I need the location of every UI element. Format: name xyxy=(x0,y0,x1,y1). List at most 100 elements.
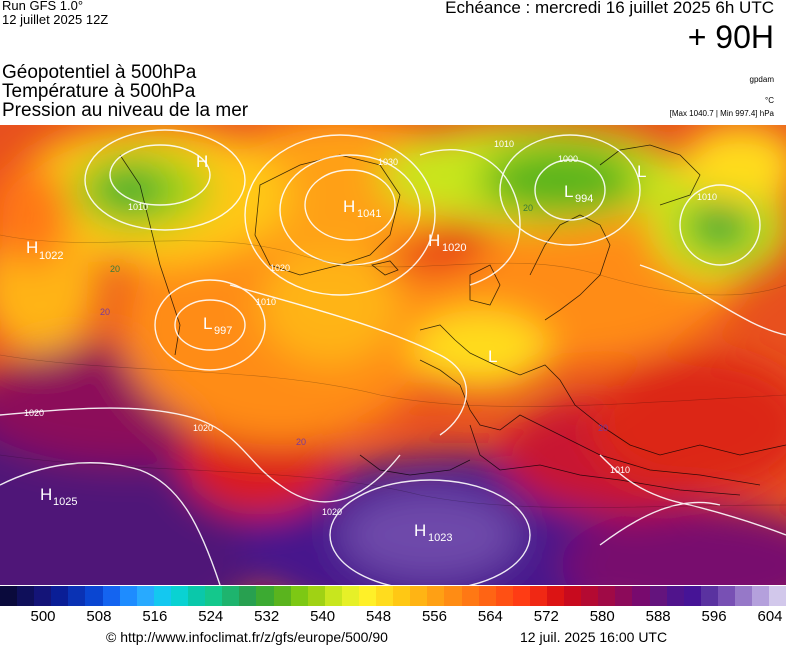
legend-line-pressure: Pression au niveau de la mer xyxy=(2,100,249,121)
colorbar-swatch xyxy=(358,586,377,606)
colorbar-swatch xyxy=(239,586,257,606)
colorbar-swatch xyxy=(273,586,291,606)
colorbar-swatch xyxy=(341,586,359,606)
pressure-center-symbol: L xyxy=(488,347,497,366)
colorbar-swatch xyxy=(769,586,786,606)
forecast-valid-time: Echéance : mercredi 16 juillet 2025 6h U… xyxy=(445,0,774,17)
colorbar-swatch xyxy=(290,586,308,606)
colorbar-tick-label: 524 xyxy=(198,608,224,625)
pressure-center-value: 1041 xyxy=(357,208,381,220)
colorbar-swatch xyxy=(564,586,582,606)
field-legend: Géopotentiel à 500hPa Température à 500h… xyxy=(2,63,248,120)
unit-geopotential: gpdam xyxy=(749,75,774,84)
colorbar-swatch xyxy=(51,586,69,606)
isobar-label: 1000 xyxy=(558,154,578,164)
colorbar-tick-label: 596 xyxy=(701,608,727,625)
colorbar-swatch xyxy=(649,586,667,606)
unit-temperature: °C xyxy=(765,96,774,105)
colorbar-swatch xyxy=(85,586,103,606)
generation-time: 12 juil. 2025 16:00 UTC xyxy=(520,629,668,645)
temperature-label: 20 xyxy=(523,203,533,213)
pressure-center-symbol: L xyxy=(637,162,646,181)
colorbar-tick-label: 532 xyxy=(254,608,280,625)
colorbar-swatch xyxy=(666,586,684,606)
colorbar-tick-label: 564 xyxy=(477,608,503,625)
colorbar-tick-label: 516 xyxy=(142,608,168,625)
colorbar-tick-label: 580 xyxy=(589,608,615,625)
colorbar-swatch xyxy=(376,586,394,606)
colorbar-swatch xyxy=(735,586,753,606)
source-url: © http://www.infoclimat.fr/z/gfs/europe/… xyxy=(106,629,388,645)
pressure-center-symbol: H xyxy=(196,152,208,171)
legend-line-temperature: Température à 500hPa xyxy=(2,81,196,102)
isobar-label: 1020 xyxy=(24,408,44,418)
isobars xyxy=(0,129,786,585)
geopotential-contours xyxy=(0,234,786,508)
temperature-label: 20 xyxy=(598,423,608,433)
pressure-center-symbol: H xyxy=(428,231,440,250)
colorbar-swatch xyxy=(222,586,240,606)
pressure-center-symbol: L xyxy=(203,314,212,333)
isobar-labels: 1020 1020 1020 1020 1030 1010 1000 1010 … xyxy=(24,139,717,517)
pressure-center-symbol: H xyxy=(343,197,355,216)
colorbar-swatch xyxy=(256,586,274,606)
colorbar-swatch xyxy=(752,586,770,606)
colorbar-tick-label: 556 xyxy=(421,608,447,625)
colorbar-swatch xyxy=(427,586,445,606)
colorbar-swatch xyxy=(119,586,137,606)
colorbar-swatch xyxy=(307,586,325,606)
pressure-center-symbol: H xyxy=(40,485,52,504)
colorbar-swatch xyxy=(632,586,650,606)
colorbar-swatch xyxy=(393,586,411,606)
temperature-labels: 20 20 20 20 20 xyxy=(100,203,608,447)
legend-line-geopotential: Géopotentiel à 500hPa xyxy=(2,62,197,83)
isobar-label: 1010 xyxy=(610,465,630,475)
colorbar-swatch xyxy=(529,586,547,606)
colorbar-swatch xyxy=(324,586,342,606)
isobar-label: 1020 xyxy=(270,263,290,273)
isobar-label: 1010 xyxy=(128,202,148,212)
colorbar-tick-label: 548 xyxy=(366,608,392,625)
colorbar-swatch xyxy=(205,586,223,606)
colorbar-scale: 500 508 516 524 532 540 548 556 564 572 580 588 596 6… xyxy=(0,608,786,628)
geopotential-field xyxy=(0,125,786,585)
colorbar-swatch xyxy=(102,586,120,606)
colorbar-swatch xyxy=(410,586,428,606)
temperature-label: 20 xyxy=(100,307,110,317)
colorbar-tick-label: 604 xyxy=(757,608,783,625)
run-date: 12 juillet 2025 12Z xyxy=(2,12,109,27)
pressure-center-value: 1020 xyxy=(442,242,466,254)
colorbar-swatch xyxy=(34,586,52,606)
colorbar xyxy=(0,586,786,606)
run-title: Run GFS 1.0° xyxy=(2,0,84,13)
colorbar-swatch xyxy=(683,586,701,606)
colorbar-swatch xyxy=(547,586,565,606)
colorbar-tick-label: 540 xyxy=(310,608,336,625)
colorbar-swatch xyxy=(700,586,718,606)
pressure-center-value: 1023 xyxy=(428,532,452,544)
colorbar-swatch xyxy=(581,586,599,606)
isobar-label: 1020 xyxy=(193,423,213,433)
pressure-center-symbol: H xyxy=(26,238,38,257)
colorbar-swatch xyxy=(136,586,154,606)
colorbar-swatch xyxy=(188,586,206,606)
colorbar-swatch xyxy=(0,586,18,606)
colorbar-tick-label: 508 xyxy=(86,608,112,625)
isobar-label: 1010 xyxy=(697,192,717,202)
coastlines xyxy=(119,144,786,496)
colorbar-swatch xyxy=(615,586,633,606)
colorbar-swatch xyxy=(598,586,616,606)
pressure-center-symbol: H xyxy=(414,521,426,540)
pressure-center-value: 994 xyxy=(575,193,593,205)
colorbar-tick-label: 572 xyxy=(533,608,559,625)
pressure-center-value: 1025 xyxy=(53,496,77,508)
lead-time: + 90H xyxy=(687,19,774,55)
pressure-center-value: 1022 xyxy=(39,250,63,262)
colorbar-swatch xyxy=(512,586,530,606)
colorbar-swatch xyxy=(444,586,462,606)
isobar-label: 1010 xyxy=(256,297,276,307)
colorbar-swatch xyxy=(478,586,496,606)
colorbar-swatch xyxy=(495,586,513,606)
temperature-label: 20 xyxy=(296,437,306,447)
temperature-label: 20 xyxy=(110,264,120,274)
